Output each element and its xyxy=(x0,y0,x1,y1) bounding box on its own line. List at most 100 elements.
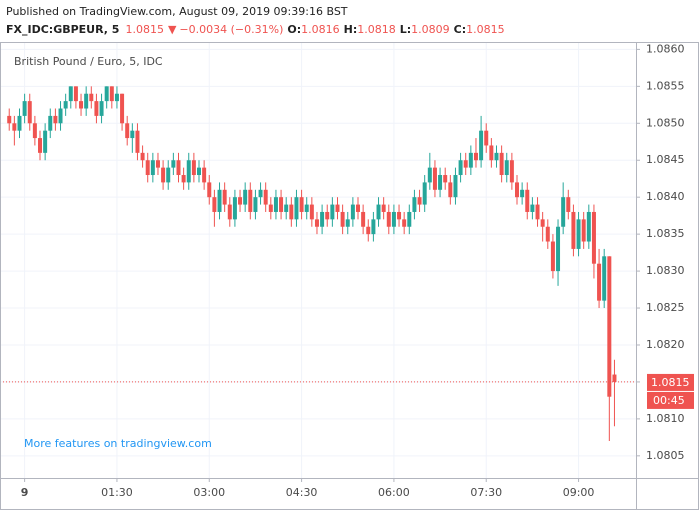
candle-body xyxy=(248,189,253,212)
candle-body xyxy=(12,123,17,131)
y-tick-label: 1.0850 xyxy=(646,116,685,129)
ohlc-value: 1.0818 xyxy=(357,23,396,36)
candle-body xyxy=(145,160,150,176)
y-tick-label: 1.0810 xyxy=(646,412,685,425)
candle-body xyxy=(417,197,422,205)
y-tick-label: 1.0835 xyxy=(646,227,685,240)
candle-body xyxy=(284,204,289,212)
candle-body xyxy=(243,189,248,205)
candle-body xyxy=(350,204,355,220)
candle-body xyxy=(356,204,361,212)
candle-body xyxy=(89,93,94,102)
candle-body xyxy=(397,211,402,220)
candle-body xyxy=(597,263,602,301)
candle-body xyxy=(7,115,12,124)
candle-body xyxy=(22,101,27,116)
candle-body xyxy=(43,130,48,153)
candle-body xyxy=(79,101,84,109)
candle-body xyxy=(607,256,612,397)
candle-body xyxy=(586,211,591,242)
candle-body xyxy=(48,115,53,131)
candle-body xyxy=(171,160,176,168)
candle-body xyxy=(330,204,335,220)
chart-legend: British Pound / Euro, 5, IDC xyxy=(14,55,163,68)
candle-body xyxy=(540,219,545,227)
candle-body xyxy=(186,160,191,183)
candle-body xyxy=(99,101,104,116)
candle-body xyxy=(212,197,217,212)
candle-body xyxy=(63,101,68,109)
candle-body xyxy=(571,211,576,249)
candle-body xyxy=(515,182,520,198)
ohlc-label: H: xyxy=(344,23,358,36)
candle-body xyxy=(309,204,314,220)
candle-body xyxy=(94,101,99,116)
y-tick-label: 1.0860 xyxy=(646,42,685,55)
candle-body xyxy=(479,130,484,161)
candle-body xyxy=(238,197,243,205)
candle-body xyxy=(202,167,207,183)
candle-body xyxy=(38,138,43,153)
candle-body xyxy=(381,204,386,212)
candle-body xyxy=(391,211,396,227)
candle-body xyxy=(438,175,443,190)
ohlc-label: O: xyxy=(287,23,301,36)
candle-body xyxy=(520,189,525,198)
candle-body xyxy=(104,86,109,102)
candle-body xyxy=(345,219,350,227)
candle-body xyxy=(273,197,278,212)
candle-body xyxy=(58,108,63,124)
candle-body xyxy=(289,204,294,220)
watermark[interactable]: More features on tradingview.com xyxy=(24,437,212,450)
candle-body xyxy=(161,167,166,183)
candle-body xyxy=(545,226,550,242)
candle-body xyxy=(207,182,212,198)
candle-body xyxy=(140,152,145,161)
candle-body xyxy=(407,211,412,227)
symbol-line: FX_IDC:GBPEUR, 5 1.0815 ▼ −0.0034 (−0.31%) O… xyxy=(6,23,505,36)
candle-body xyxy=(125,123,130,139)
candle-body xyxy=(386,211,391,227)
price-label: 1.0815 xyxy=(651,376,690,389)
candle-body xyxy=(525,189,530,212)
candle-body xyxy=(155,160,160,168)
candle-body xyxy=(489,145,494,161)
candle-body xyxy=(191,160,196,176)
candle-body xyxy=(166,167,171,183)
candle-body xyxy=(340,211,345,227)
ohlc-value: 1.0809 xyxy=(411,23,450,36)
candle-body xyxy=(258,189,263,198)
candle-body xyxy=(84,93,89,109)
candle-body xyxy=(227,204,232,220)
candle-body xyxy=(612,374,617,382)
y-tick-label: 1.0845 xyxy=(646,153,685,166)
candle-body xyxy=(509,160,514,183)
candle-body xyxy=(463,160,468,168)
candle-body xyxy=(109,86,114,102)
candle-body xyxy=(27,101,32,124)
candle-body xyxy=(366,226,371,235)
candle-body xyxy=(576,219,581,249)
candle-body xyxy=(304,204,309,212)
change-arrow: ▼ xyxy=(168,23,177,36)
candle-body xyxy=(130,130,135,139)
candle-body xyxy=(566,197,571,212)
x-tick-label: 03:00 xyxy=(193,486,225,499)
candle-body xyxy=(484,130,489,146)
change: −0.0034 (−0.31%) xyxy=(179,23,283,36)
candle-body xyxy=(422,182,427,205)
candle-body xyxy=(294,197,299,220)
candle-body xyxy=(279,197,284,212)
candle-body xyxy=(53,115,58,124)
ohlc-value: 1.0815 xyxy=(466,23,505,36)
ohlc-label: L: xyxy=(400,23,411,36)
y-tick-label: 1.0820 xyxy=(646,338,685,351)
candle-body xyxy=(150,160,155,176)
candle-body xyxy=(325,211,330,220)
candle-body xyxy=(427,167,432,183)
candle-body xyxy=(263,189,268,205)
candle-body xyxy=(561,197,566,227)
candle-body xyxy=(17,115,22,131)
y-tick-label: 1.0855 xyxy=(646,79,685,92)
